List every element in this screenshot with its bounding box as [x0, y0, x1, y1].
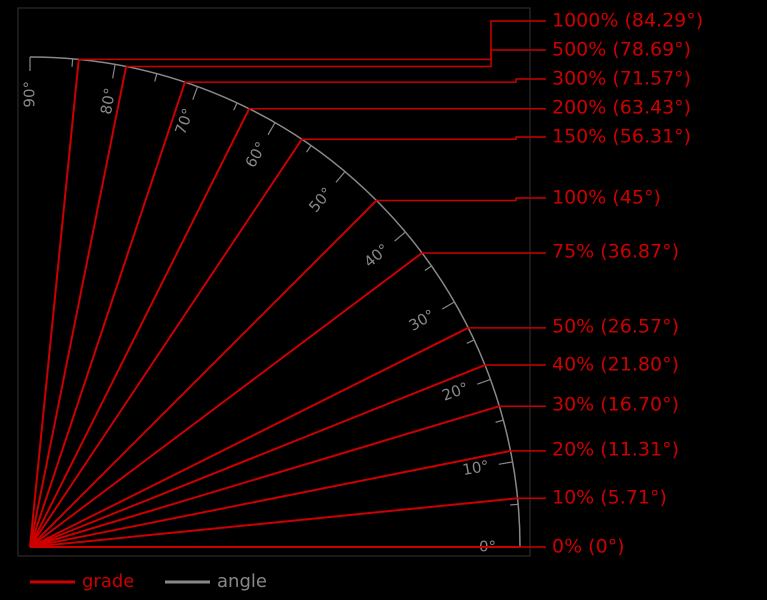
legend-label-grade: grade: [82, 571, 134, 592]
angle-tick: [510, 504, 518, 505]
grade-label: 1000% (84.29°): [552, 10, 703, 32]
grade-label: 20% (11.31°): [552, 439, 679, 461]
grade-label: 100% (45°): [552, 187, 661, 209]
grade-label: 10% (5.71°): [552, 487, 667, 509]
grade-angle-diagram: 0°10°20°30°40°50°60°70°80°90°0% (0°)10% …: [0, 0, 767, 600]
grade-label: 300% (71.57°): [552, 68, 691, 90]
grade-label: 150% (56.31°): [552, 126, 691, 148]
grade-label: 40% (21.80°): [552, 354, 679, 376]
legend-label-angle: angle: [217, 571, 267, 592]
angle-tick: [72, 59, 73, 67]
grade-label: 200% (63.43°): [552, 97, 691, 119]
grade-label: 500% (78.69°): [552, 39, 691, 61]
grade-label: 30% (16.70°): [552, 394, 679, 416]
grade-label: 50% (26.57°): [552, 316, 679, 338]
grade-label: 0% (0°): [552, 536, 625, 558]
grade-label: 75% (36.87°): [552, 241, 679, 263]
angle-tick-label: 90°: [21, 81, 39, 108]
